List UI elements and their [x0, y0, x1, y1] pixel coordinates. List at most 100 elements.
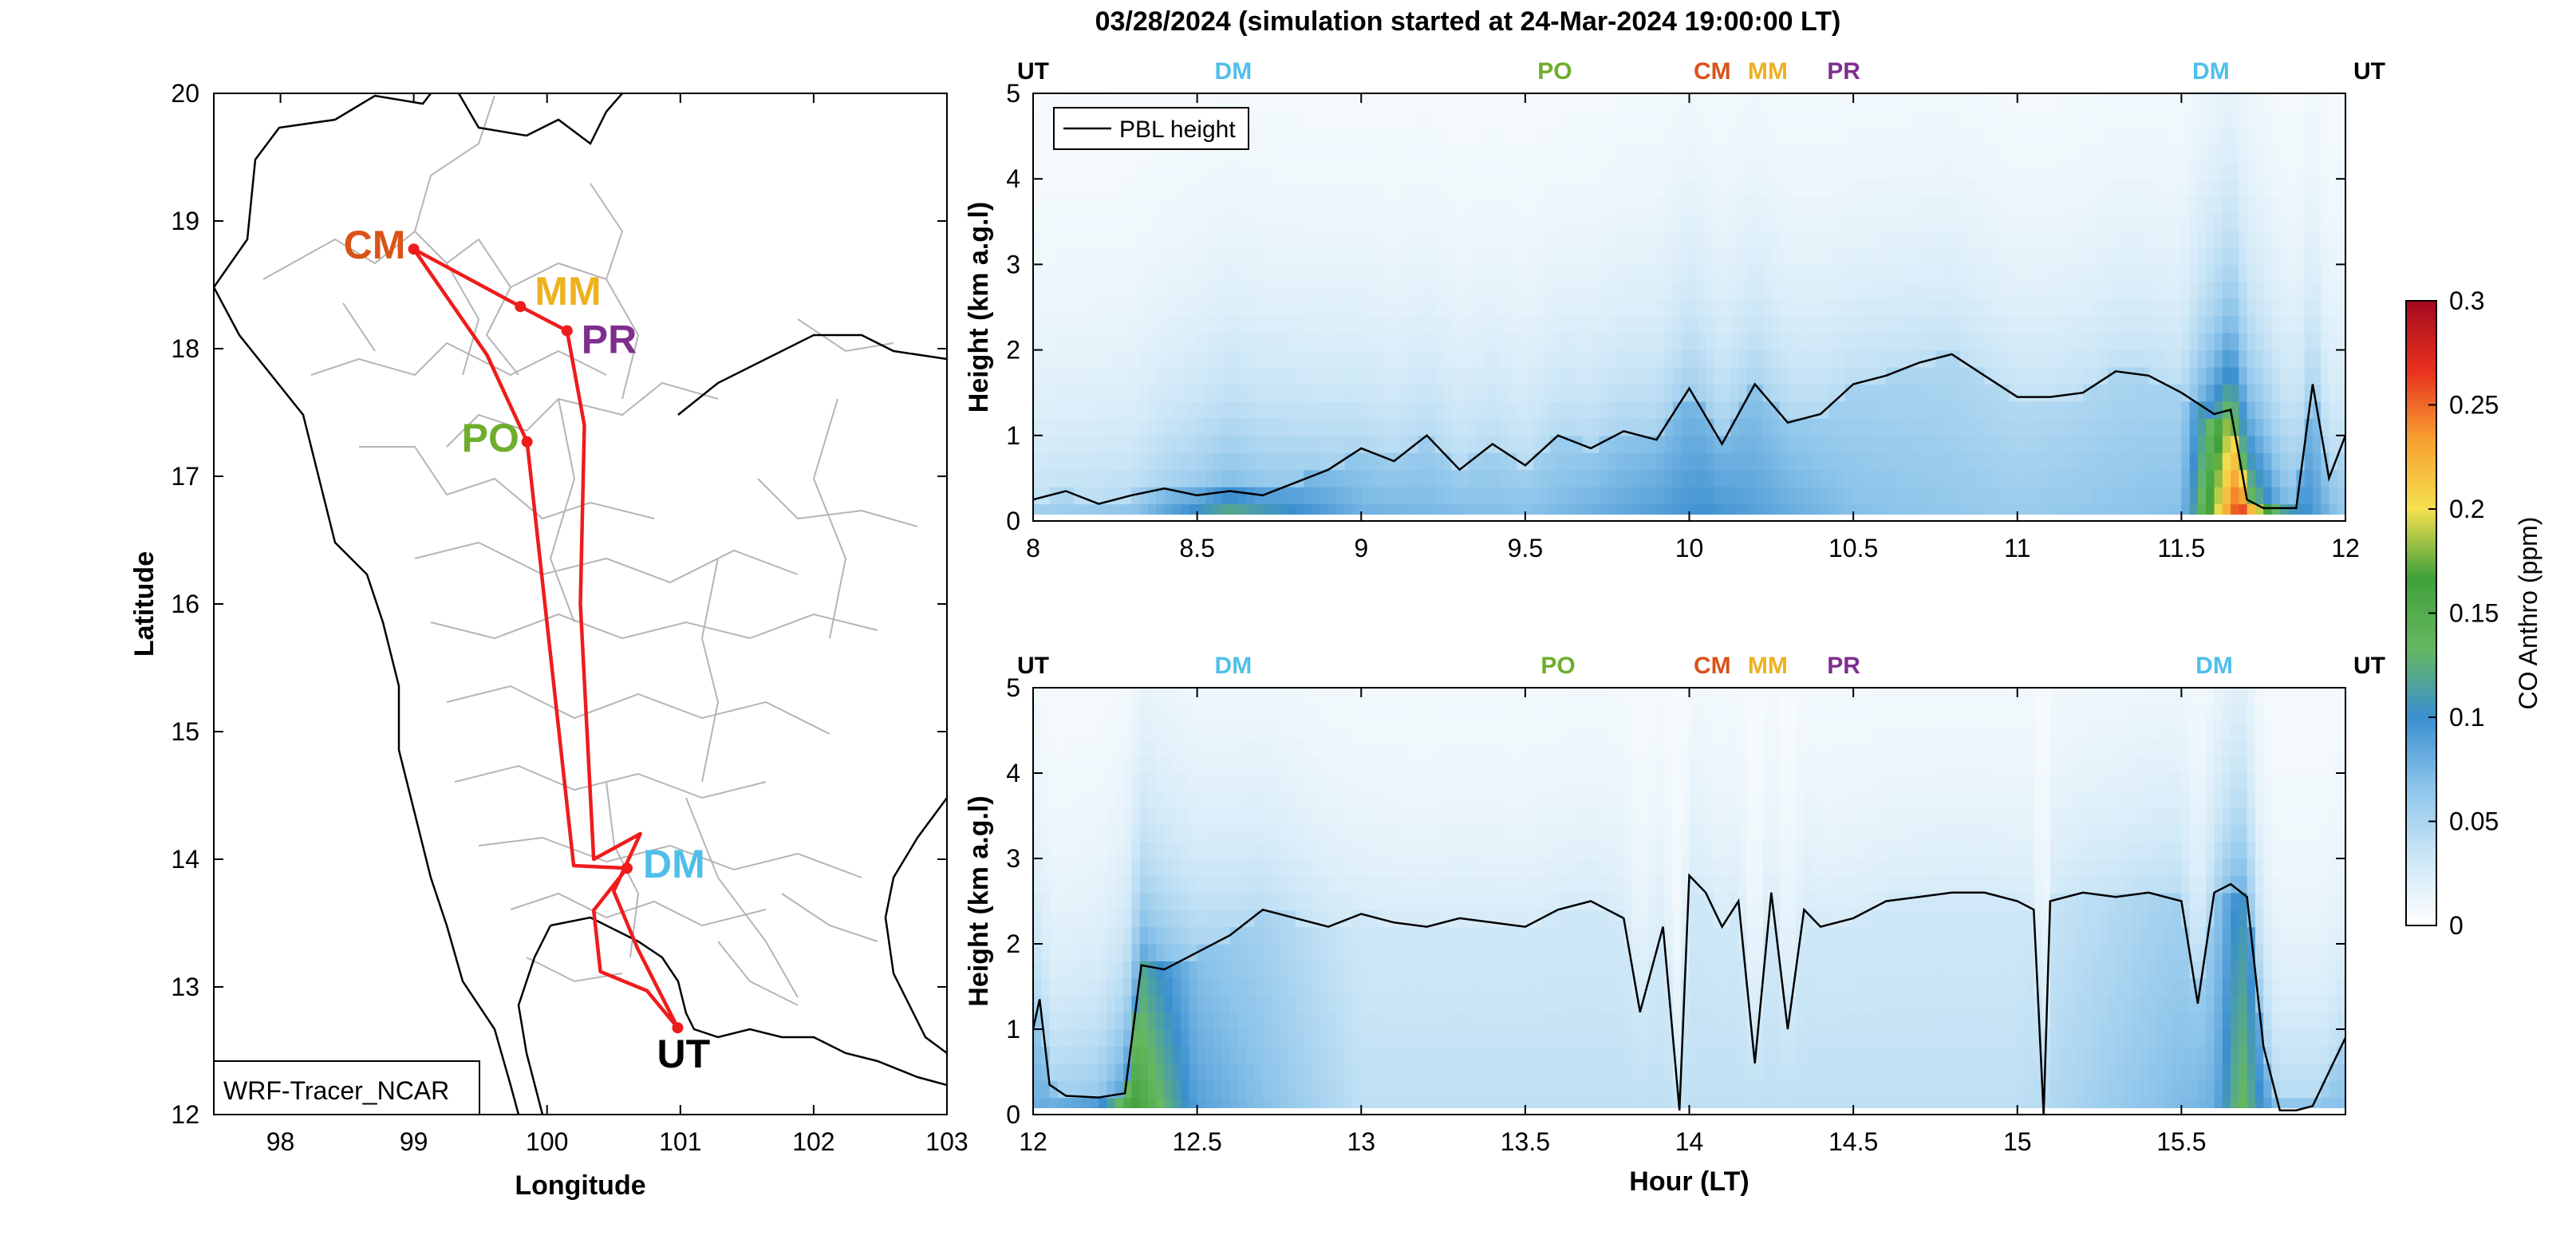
field-cell	[2263, 213, 2273, 231]
field-cell	[1951, 503, 1961, 521]
field-cell	[1082, 841, 1091, 859]
field-cell	[1238, 1097, 1247, 1115]
field-cell	[1361, 144, 1371, 163]
field-cell	[2091, 161, 2101, 180]
field-cell	[2017, 452, 2026, 471]
field-cell	[1099, 384, 1108, 402]
field-cell	[1599, 349, 1608, 368]
field-cell	[1033, 910, 1042, 928]
field-cell	[1484, 127, 1493, 145]
field-cell	[2132, 333, 2141, 351]
field-cell	[1812, 503, 1821, 521]
field-cell	[1328, 110, 1337, 128]
field-cell	[1853, 435, 1862, 453]
field-cell	[1722, 418, 1731, 436]
field-cell	[1861, 144, 1871, 163]
field-cell	[1229, 349, 1239, 368]
field-cell	[1189, 1046, 1198, 1064]
field-cell	[1296, 961, 1304, 979]
map-xtick-label: 99	[400, 1127, 428, 1156]
field-cell	[1091, 773, 1099, 791]
field-cell	[1279, 875, 1288, 894]
field-cell	[1426, 503, 1436, 521]
field-cell	[1181, 230, 1189, 248]
field-cell	[1271, 1046, 1280, 1064]
field-cell	[1304, 144, 1313, 163]
field-cell	[1582, 487, 1592, 505]
field-cell	[1410, 469, 1419, 487]
field-cell	[2239, 264, 2248, 282]
field-cell	[1746, 110, 1756, 128]
field-cell	[2304, 110, 2314, 128]
field-cell	[1878, 213, 1887, 231]
field-cell	[1147, 910, 1157, 928]
field-cell	[1992, 110, 2002, 128]
field-cell	[1271, 418, 1280, 436]
field-cell	[2026, 281, 2034, 299]
field-cell	[1066, 161, 1075, 180]
field-cell	[1919, 264, 1928, 282]
field-cell	[1927, 452, 1936, 471]
field-cell	[2197, 93, 2207, 111]
field-cell	[1262, 739, 1272, 757]
field-cell	[1107, 704, 1116, 723]
field-cell	[1114, 824, 1124, 843]
field-cell	[1271, 995, 1280, 1013]
field-cell	[1672, 195, 1682, 214]
field-cell	[1927, 333, 1936, 351]
field-cell	[1853, 469, 1862, 487]
field-cell	[2288, 230, 2297, 248]
field-cell	[1943, 93, 1953, 111]
field-cell	[2206, 161, 2215, 180]
field-cell	[2148, 384, 2158, 402]
field-cell	[2074, 264, 2084, 282]
field-cell	[1254, 367, 1264, 385]
field-cell	[1139, 790, 1149, 808]
field-cell	[1304, 213, 1313, 231]
field-cell	[1878, 93, 1887, 111]
field-cell	[2288, 418, 2297, 436]
field-cell	[1714, 384, 1723, 402]
field-cell	[1172, 1097, 1181, 1115]
field-cell	[1049, 195, 1059, 214]
field-cell	[1033, 961, 1042, 979]
field-cell	[1213, 93, 1223, 111]
field-cell	[1189, 247, 1198, 265]
field-cell	[1041, 315, 1051, 333]
field-cell	[1172, 384, 1181, 402]
field-cell	[1517, 110, 1526, 128]
field-cell	[1049, 298, 1059, 317]
field-cell	[2189, 349, 2199, 368]
field-cell	[1501, 469, 1509, 487]
field-cell	[1911, 264, 1919, 282]
field-cell	[1623, 161, 1633, 180]
field-cell	[1057, 384, 1067, 402]
field-cell	[2099, 367, 2109, 385]
field-cell	[1828, 195, 1838, 214]
field-cell	[1574, 195, 1584, 214]
field-cell	[1246, 93, 1256, 111]
field-cell	[1361, 349, 1371, 368]
field-cell	[2083, 349, 2092, 368]
field-cell	[2091, 401, 2101, 419]
field-cell	[1869, 418, 1879, 436]
field-cell	[1853, 315, 1862, 333]
field-cell	[1041, 739, 1051, 757]
field-cell	[1492, 367, 1501, 385]
field-cell	[2066, 435, 2076, 453]
field-cell	[1566, 281, 1576, 299]
field-cell	[2239, 315, 2248, 333]
field-cell	[1074, 1012, 1083, 1030]
field-cell	[1131, 1012, 1141, 1030]
field-cell	[1041, 910, 1051, 928]
field-cell	[1804, 110, 1813, 128]
field-cell	[1238, 892, 1247, 910]
field-cell	[2017, 401, 2026, 419]
field-cell	[1706, 401, 1714, 419]
field-cell	[1213, 195, 1223, 214]
field-cell	[1672, 213, 1682, 231]
field-cell	[1213, 333, 1223, 351]
field-cell	[1681, 127, 1690, 145]
field-cell	[1156, 756, 1166, 774]
field-cell	[1074, 688, 1083, 705]
